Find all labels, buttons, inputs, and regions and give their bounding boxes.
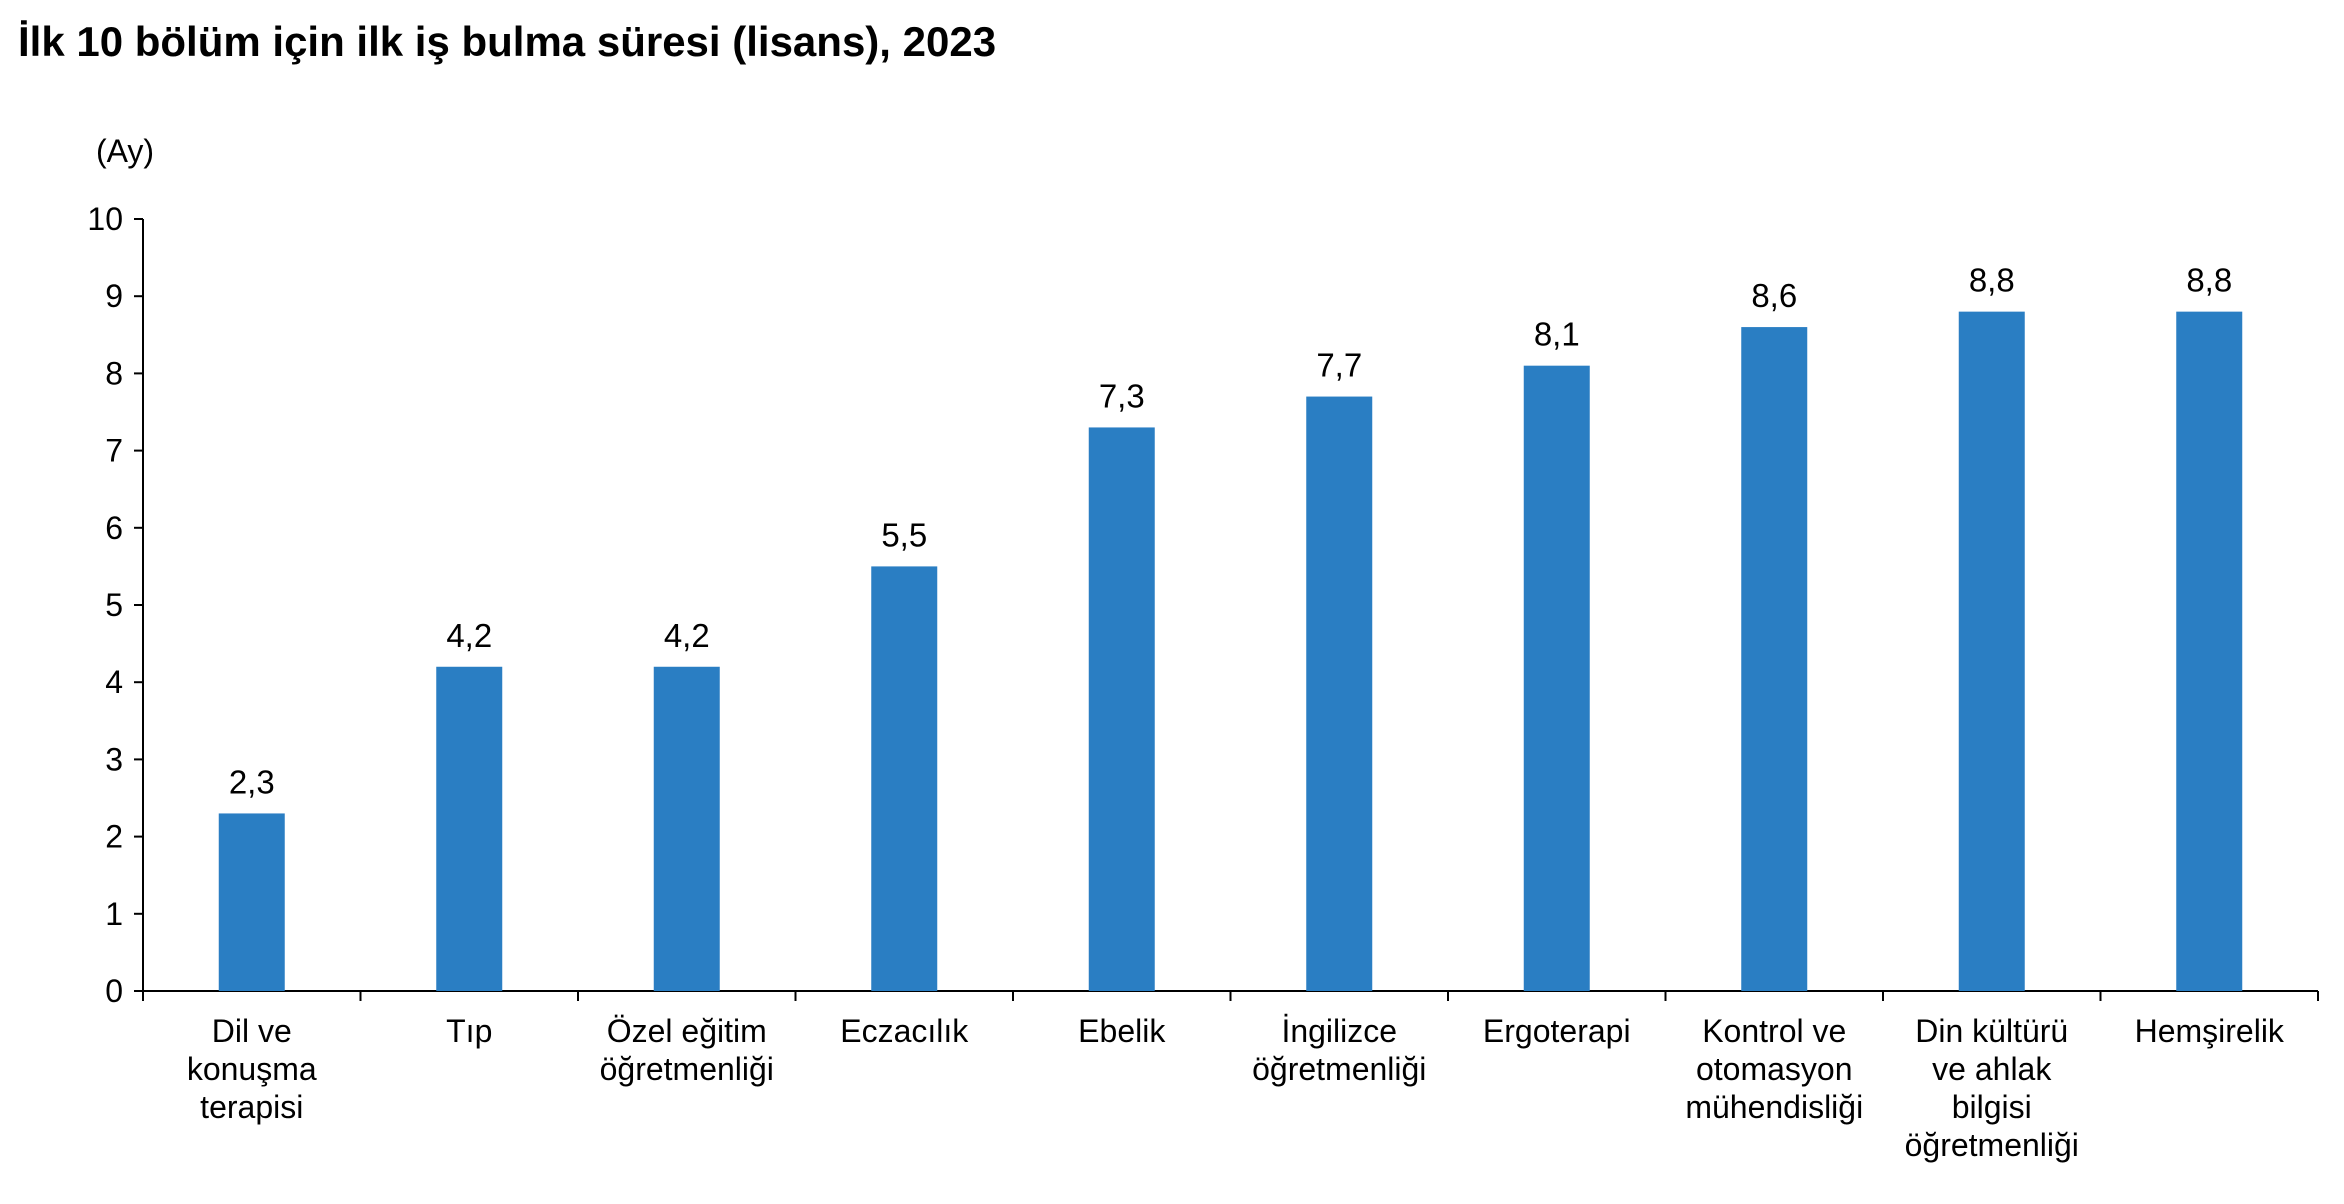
category-label: Tıp [446, 1013, 492, 1049]
category-label-line: öğretmenliği [1905, 1127, 2079, 1163]
category-label-line: öğretmenliği [600, 1051, 774, 1087]
category-label-line: ve ahlak [1932, 1051, 2052, 1087]
category-label-line: Ebelik [1078, 1013, 1166, 1049]
bar [1958, 311, 2025, 991]
y-tick-label: 0 [105, 973, 123, 1009]
bar [871, 566, 938, 991]
chart-title: İlk 10 bölüm için ilk iş bulma süresi (l… [18, 18, 997, 65]
y-axis: (Ay) 0 1 2 3 4 5 6 7 8 9 10 [87, 133, 154, 1009]
category-label-line: bilgisi [1952, 1089, 2032, 1125]
category-label-line: konuşma [187, 1051, 317, 1087]
category-label: Kontrol ve otomasyon mühendisliği [1685, 1013, 1863, 1125]
bar [218, 813, 285, 991]
category-label-line: Hemşirelik [2135, 1013, 2285, 1049]
y-unit-label: (Ay) [96, 133, 154, 169]
category-label-line: İngilizce [1281, 1013, 1397, 1049]
category-label: Hemşirelik [2135, 1013, 2285, 1049]
category-label-line: öğretmenliği [1252, 1051, 1426, 1087]
bar-value-label: 2,3 [229, 763, 275, 800]
category-label-line: Ergoterapi [1483, 1013, 1631, 1049]
y-tick-label: 5 [105, 587, 123, 623]
category-label-line: Din kültürü [1915, 1013, 2068, 1049]
bar-value-label: 8,8 [2186, 262, 2232, 299]
y-tick-label: 9 [105, 278, 123, 314]
category-label-line: Eczacılık [840, 1013, 969, 1049]
bars [218, 311, 2243, 992]
bar [1523, 365, 1590, 991]
y-tick-label: 1 [105, 896, 123, 932]
category-label: Dil ve konuşma terapisi [187, 1013, 317, 1125]
category-label: İngilizce öğretmenliği [1252, 1013, 1426, 1087]
bar-value-label: 8,1 [1534, 316, 1580, 353]
bar [1306, 396, 1373, 991]
bar-value-label: 4,2 [446, 617, 492, 654]
bar [1741, 327, 1808, 992]
value-labels: 2,3 4,2 4,2 5,5 7,3 7,7 8,1 8,6 8,8 8,8 [229, 262, 2232, 801]
category-label-line: otomasyon [1696, 1051, 1853, 1087]
bar [2176, 311, 2243, 991]
bar [1088, 427, 1155, 991]
category-label: Ebelik [1078, 1013, 1166, 1049]
bar [436, 666, 503, 991]
category-label: Eczacılık [840, 1013, 969, 1049]
y-tick-label: 8 [105, 355, 123, 391]
category-label: Din kültürü ve ahlak bilgisi öğretmenliği [1905, 1013, 2079, 1163]
category-label-line: Tıp [446, 1013, 492, 1049]
x-axis [142, 990, 2319, 1001]
y-tick-label: 7 [105, 433, 123, 469]
bar-value-label: 4,2 [664, 617, 710, 654]
y-tick-label: 4 [105, 664, 123, 700]
category-label: Özel eğitim öğretmenliği [600, 1013, 774, 1087]
category-label-line: Dil ve [212, 1013, 292, 1049]
y-tick-label: 10 [87, 201, 123, 237]
bar [653, 666, 720, 991]
category-label-line: mühendisliği [1685, 1089, 1863, 1125]
bar-value-label: 7,3 [1099, 377, 1145, 414]
bar-value-label: 7,7 [1316, 347, 1362, 384]
y-tick-label: 3 [105, 741, 123, 777]
y-tick-label: 2 [105, 819, 123, 855]
y-tick-label: 6 [105, 510, 123, 546]
category-label: Ergoterapi [1483, 1013, 1631, 1049]
category-label-line: Kontrol ve [1702, 1013, 1846, 1049]
bar-value-label: 8,8 [1969, 262, 2015, 299]
category-label-line: terapisi [200, 1089, 303, 1125]
category-label-line: Özel eğitim [607, 1013, 767, 1049]
bar-value-label: 8,6 [1751, 277, 1797, 314]
bar-value-label: 5,5 [881, 516, 927, 553]
